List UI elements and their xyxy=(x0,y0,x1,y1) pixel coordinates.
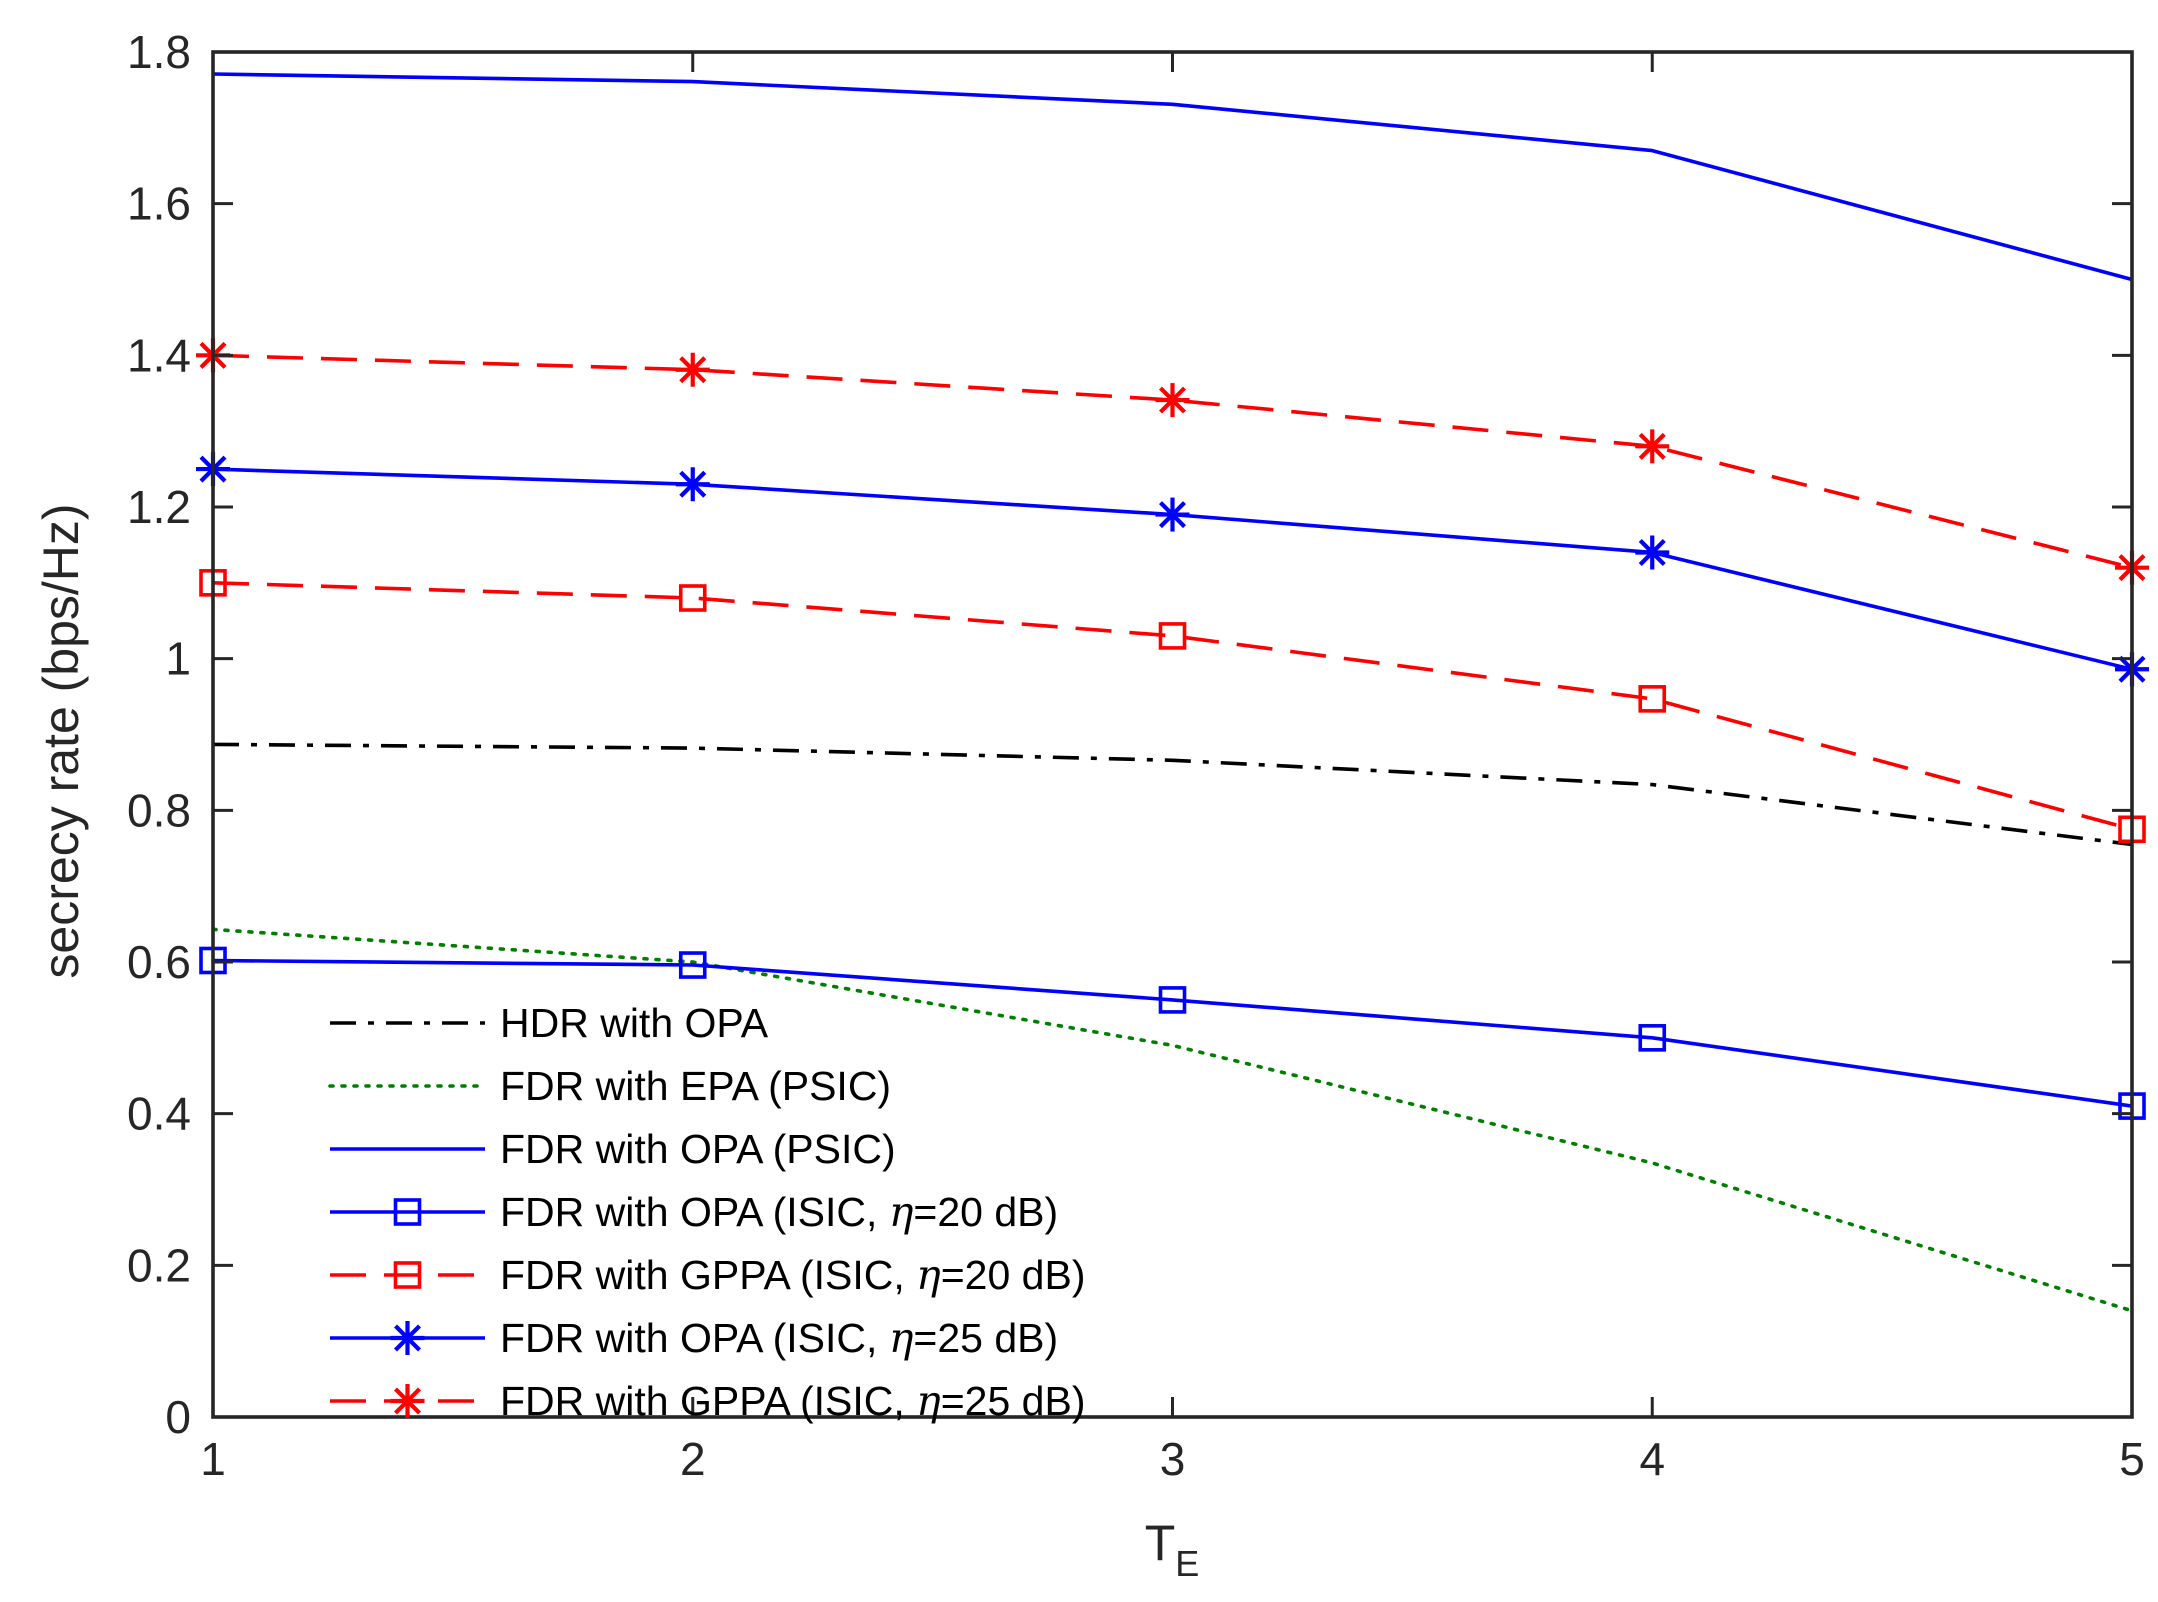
series-7-point xyxy=(1635,429,1670,464)
legend-text-part: =25 dB) xyxy=(913,1315,1058,1361)
legend-text-part: FDR with OPA (ISIC, xyxy=(500,1189,889,1235)
series-5-point xyxy=(1158,622,1187,650)
series-line-3 xyxy=(213,72,2132,282)
y-tick-label: 0.8 xyxy=(127,784,191,836)
legend-marker-6-stroke xyxy=(394,1324,421,1352)
legend: HDR with OPA FDR with EPA (PSIC) FDR with … xyxy=(328,1000,1085,1425)
legend-eta-symbol: η xyxy=(916,1251,941,1299)
series-6-point-stroke xyxy=(1159,501,1186,529)
legend-eta-symbol: η xyxy=(889,1314,914,1362)
legend-label-6: FDR with OPA (ISIC, η=25 dB) xyxy=(500,1314,1058,1362)
x-tick-label: 3 xyxy=(1160,1433,1186,1485)
legend-text-part: FDR with EPA (PSIC) xyxy=(500,1063,891,1109)
series-7-point-stroke xyxy=(1159,386,1186,414)
series-4-point xyxy=(1158,986,1187,1014)
legend-marker-5 xyxy=(393,1261,422,1289)
legend-label-5: FDR with GPPA (ISIC, η=20 dB) xyxy=(500,1251,1085,1299)
x-axis-label: TE xyxy=(1145,1515,1200,1584)
series-7-point xyxy=(675,352,710,387)
legend-text-part: HDR with OPA xyxy=(500,1000,769,1046)
series-line-4 xyxy=(213,958,2132,1108)
legend-marker-7 xyxy=(390,1384,425,1418)
series-line-1 xyxy=(213,742,2132,847)
series-6-point xyxy=(675,467,710,502)
series-6-point-stroke xyxy=(1638,539,1666,566)
legend-text-part: =20 dB) xyxy=(941,1252,1086,1298)
x-axis-label-subscript: E xyxy=(1175,1543,1199,1584)
y-tick-label: 1.2 xyxy=(127,481,191,533)
legend-marker-7-stroke xyxy=(394,1387,421,1415)
x-axis-label-main: T xyxy=(1145,1515,1176,1571)
legend-text-part: FDR with OPA (PSIC) xyxy=(500,1126,896,1172)
y-tick-label: 0 xyxy=(165,1391,191,1443)
x-tick-label: 1 xyxy=(200,1433,226,1485)
legend-text-part: FDR with GPPA (ISIC, xyxy=(500,1252,916,1298)
y-tick-label: 0.2 xyxy=(127,1239,191,1291)
y-tick-label: 0.4 xyxy=(127,1088,191,1140)
series-5-point xyxy=(1638,685,1667,713)
series-7-point-stroke xyxy=(679,356,707,384)
plot-area xyxy=(213,52,2132,1417)
legend-text-part: FDR with GPPA (ISIC, xyxy=(500,1378,916,1424)
legend-marker-6 xyxy=(390,1321,425,1355)
series-4-point xyxy=(1638,1024,1667,1052)
series-7-point-stroke xyxy=(1638,432,1666,460)
y-axis-label: secrecy rate (bps/Hz) xyxy=(33,503,89,978)
y-tick-label: 1.4 xyxy=(127,329,191,381)
series-4-point xyxy=(678,951,707,979)
legend-label-2: FDR with EPA (PSIC) xyxy=(500,1063,891,1109)
x-tick-label: 4 xyxy=(1639,1433,1665,1485)
legend-label-4: FDR with OPA (ISIC, η=20 dB) xyxy=(500,1188,1058,1236)
legend-label-3: FDR with OPA (PSIC) xyxy=(500,1126,896,1172)
series-5-point xyxy=(678,584,707,612)
legend-eta-symbol: η xyxy=(889,1188,914,1236)
axes-layer: 1 2 3 4 5 0 0.2 0.4 0.6 0.8 1 1.2 1.4 1.6 1.8 xyxy=(127,26,2145,1485)
y-tick-label: 1.6 xyxy=(127,178,191,230)
legend-label-1: HDR with OPA xyxy=(500,1000,769,1046)
legend-text-part: =20 dB) xyxy=(913,1189,1058,1235)
y-tick-label: 0.6 xyxy=(127,936,191,988)
legend-text-part: =25 dB) xyxy=(941,1378,1086,1424)
legend-label-7: FDR with GPPA (ISIC, η=25 dB) xyxy=(500,1377,1085,1425)
x-tick-label: 2 xyxy=(680,1433,706,1485)
series-6-point xyxy=(1635,535,1670,570)
y-tick-label: 1.8 xyxy=(127,26,191,78)
plot-background xyxy=(213,52,2132,1417)
x-tick-label: 5 xyxy=(2119,1433,2145,1485)
legend-eta-symbol: η xyxy=(916,1377,941,1425)
series-6-point xyxy=(1155,497,1190,532)
series-7-point xyxy=(1155,383,1190,418)
legend-text-part: FDR with OPA (ISIC, xyxy=(500,1315,889,1361)
series-6-point-stroke xyxy=(679,470,707,498)
legend-marker-4 xyxy=(393,1198,422,1226)
y-tick-label: 1 xyxy=(165,633,191,685)
